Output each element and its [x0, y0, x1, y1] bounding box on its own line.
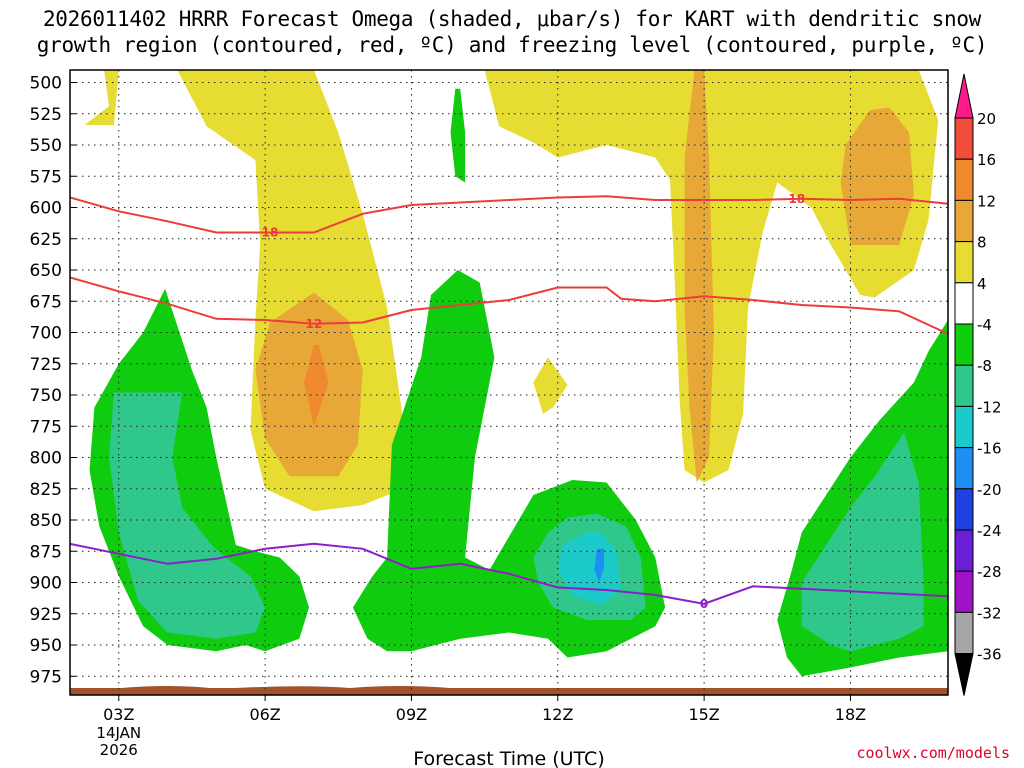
y-tick-label: 975 [30, 667, 62, 687]
contour-label-1: 18 [788, 192, 805, 206]
x-tick-label: 03Z [103, 705, 134, 724]
contour-line--18 [70, 195, 948, 234]
colorbar-label: -12 [977, 398, 1002, 416]
colorbar-label: -24 [977, 522, 1002, 540]
omega-region-6 [304, 345, 329, 427]
colorbar: 20 16 12 8 4 -4 -8 -12 -16 -20 -24 -28 -32 -36 [954, 73, 1002, 696]
chart-title: 2026011402 HRRR Forecast Omega (shaded, … [0, 6, 1024, 58]
y-tick-label: 775 [30, 417, 62, 437]
colorbar-swatch-3 [954, 241, 974, 284]
colorbar-label: 4 [977, 275, 987, 293]
y-tick-label: 700 [30, 324, 62, 344]
colorbar-swatch-5 [954, 323, 974, 366]
contour-label-3: 0 [700, 597, 708, 611]
omega-region-10 [450, 88, 466, 183]
y-tick-label: 950 [30, 636, 62, 656]
colorbar-swatch-8 [954, 447, 974, 490]
y-tick-label: 800 [30, 449, 62, 469]
y-tick-label: 875 [30, 542, 62, 562]
omega-region-5 [840, 107, 914, 245]
y-tick-label: 500 [30, 74, 62, 94]
contour-label-text: 12 [306, 317, 323, 331]
contour-labels: 18 18 12 0 [262, 192, 806, 611]
omega-region-4 [684, 70, 714, 483]
omega-region-15 [557, 532, 622, 605]
x-tick-label: 15Z [688, 705, 719, 724]
colorbar-label: 12 [977, 192, 996, 210]
omega-region-16 [594, 548, 605, 583]
y-tick-label: 600 [30, 199, 62, 219]
colorbar-label: -16 [977, 440, 1002, 458]
colorbar-swatch-12 [954, 611, 974, 655]
colorbar-label: -28 [977, 563, 1002, 581]
contour-lines [70, 195, 948, 605]
colorbar-swatch-4 [954, 282, 974, 325]
x-date-label: 14JAN [96, 724, 141, 742]
x-axis-title: Forecast Time (UTC) [413, 748, 604, 768]
terrain-bumps [70, 686, 948, 695]
contour-line-0 [70, 542, 948, 605]
x-tick-label: 18Z [835, 705, 866, 724]
x-tick-label: 06Z [249, 705, 280, 724]
contour-label-0: 18 [262, 226, 279, 240]
y-tick-label: 625 [30, 230, 62, 250]
colorbar-swatch-1 [954, 158, 974, 201]
omega-region-12 [109, 392, 266, 639]
colorbar-label: 20 [977, 110, 996, 128]
terrain-strip [70, 686, 948, 695]
contour-label-text: 18 [788, 192, 805, 206]
chart-title-line-2: growth region (contoured, red, ºC) and f… [36, 33, 988, 57]
y-tick-label: 900 [30, 574, 62, 594]
y-tick-label: 550 [30, 136, 62, 156]
omega-region-0 [84, 70, 119, 125]
colorbar-label: -8 [977, 357, 992, 375]
y-tick-label: 675 [30, 292, 62, 312]
colorbar-swatch-7 [954, 405, 974, 449]
chart-title-line-1: 2026011402 HRRR Forecast Omega (shaded, … [42, 7, 982, 31]
contour-label-text: 18 [262, 226, 279, 240]
y-tick-label: 925 [30, 605, 62, 625]
y-tick-label: 525 [30, 105, 62, 125]
y-tick-label: 850 [30, 511, 62, 531]
contour-label-2: 12 [306, 317, 323, 331]
x-tick-label: 09Z [396, 705, 427, 724]
y-tick-label: 650 [30, 261, 62, 281]
colorbar-swatch-10 [954, 529, 974, 572]
y-tick-label: 575 [30, 167, 62, 187]
colorbar-label: -4 [977, 316, 992, 334]
plot-frame [69, 69, 949, 696]
colorbar-swatch-top [954, 73, 974, 119]
colorbar-label: -20 [977, 481, 1002, 499]
colorbar-swatch-6 [954, 364, 974, 407]
omega-region-14 [801, 432, 924, 652]
omega-shading-layer [70, 70, 948, 695]
colorbar-swatch-bottom [954, 653, 974, 696]
colorbar-label: -32 [977, 604, 1002, 622]
y-tick-label: 750 [30, 386, 62, 406]
omega-region-7 [533, 357, 568, 414]
y-tick-label: 825 [30, 480, 62, 500]
x-tick-label: 12Z [542, 705, 573, 724]
y-axis: 500 525 550 575 600 625 650 675 700 725 750 775 800 8… [30, 74, 76, 687]
colorbar-label: -36 [977, 646, 1002, 664]
y-tick-label: 725 [30, 355, 62, 375]
contour-line--12 [70, 276, 948, 335]
source-credit: coolwx.com/models [856, 744, 1010, 762]
x-date-label: 2026 [100, 741, 138, 759]
grid-lines [70, 70, 948, 695]
colorbar-swatch-11 [954, 570, 974, 613]
colorbar-swatch-0 [954, 117, 974, 160]
colorbar-label: 16 [977, 151, 996, 169]
colorbar-swatch-9 [954, 488, 974, 531]
colorbar-label: 8 [977, 234, 987, 252]
contour-label-text: 0 [700, 597, 708, 611]
colorbar-swatch-2 [954, 199, 974, 243]
